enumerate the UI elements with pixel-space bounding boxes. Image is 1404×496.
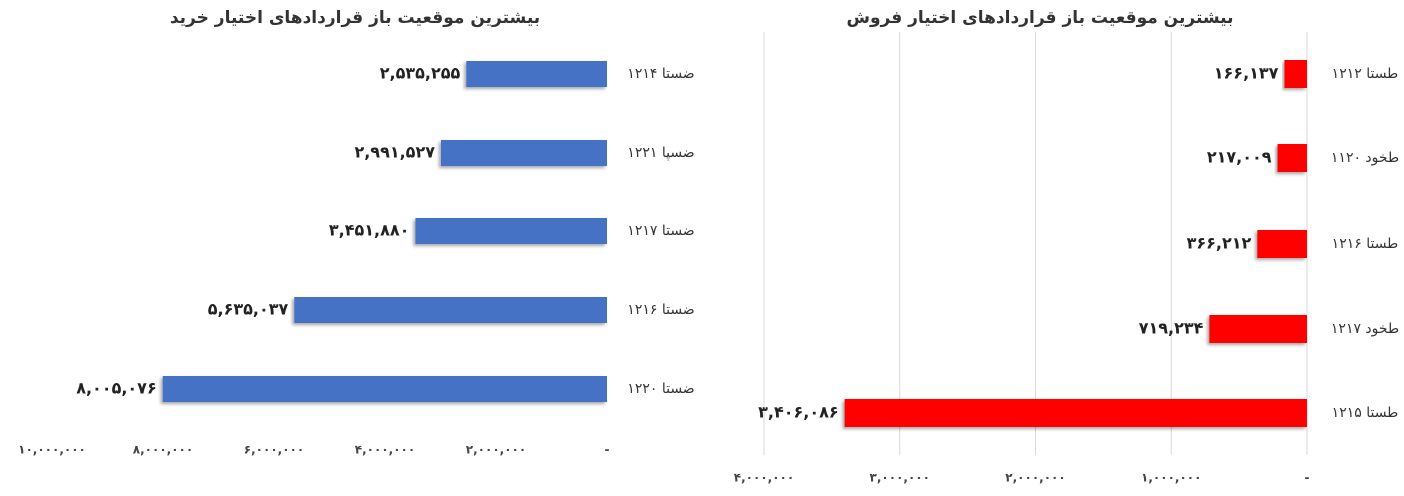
category-label: ضسپا ۱۲۲۱ xyxy=(627,145,694,161)
x-tick-label: ۴,۰۰۰,۰۰۰ xyxy=(734,471,794,485)
category-label: طستا ۱۲۱۵ xyxy=(1332,405,1399,421)
bar xyxy=(294,297,607,323)
bar xyxy=(415,218,607,244)
value-label: ۷۱۹,۲۳۴ xyxy=(1139,319,1204,338)
value-label: ۸,۰۰۵,۰۷۶ xyxy=(76,379,157,398)
x-tick-label: ۱,۰۰۰,۰۰۰ xyxy=(1141,471,1201,485)
category-label: ضستا ۱۲۲۰ xyxy=(627,381,694,397)
x-tick-label: ۲,۰۰۰,۰۰۰ xyxy=(466,443,526,457)
bar xyxy=(162,376,608,402)
bar xyxy=(1209,315,1307,343)
x-tick-label: ۶,۰۰۰,۰۰۰ xyxy=(244,443,304,457)
x-tick-label: ۴,۰۰۰,۰۰۰ xyxy=(355,443,415,457)
bar xyxy=(844,399,1307,427)
bar xyxy=(1284,60,1307,88)
value-label: ۱۶۶,۱۳۷ xyxy=(1214,64,1279,83)
value-label: ۵,۶۳۵,۰۳۷ xyxy=(208,300,289,319)
value-label: ۳,۴۵۱,۸۸۰ xyxy=(329,221,410,240)
bar xyxy=(1257,230,1307,258)
category-label: طخود ۱۲۱۷ xyxy=(1331,321,1399,337)
x-tick-label: ۱۰,۰۰۰,۰۰۰ xyxy=(18,443,86,457)
value-label: ۳۶۶,۲۱۲ xyxy=(1187,234,1252,253)
bar xyxy=(440,140,607,166)
x-tick-label: ۳,۰۰۰,۰۰۰ xyxy=(870,471,930,485)
x-tick-label: - xyxy=(605,443,610,457)
bar xyxy=(1277,144,1307,172)
category-label: ضستا ۱۲۱۴ xyxy=(627,66,694,82)
bar xyxy=(466,61,607,87)
category-label: طخود ۱۱۲۰ xyxy=(1331,150,1399,166)
x-tick-label: ۲,۰۰۰,۰۰۰ xyxy=(1005,471,1065,485)
category-label: ضستا ۱۲۱۷ xyxy=(627,223,694,239)
chart-title: بیشترین موقعیت باز قراردادهای اختیار خری… xyxy=(170,8,540,28)
x-tick-label: - xyxy=(1305,471,1310,485)
category-label: طستا ۱۲۱۶ xyxy=(1332,236,1399,252)
x-tick-label: ۸,۰۰۰,۰۰۰ xyxy=(133,443,193,457)
value-label: ۳,۴۰۶,۰۸۶ xyxy=(758,403,839,422)
value-label: ۲۱۷,۰۰۹ xyxy=(1207,148,1272,167)
category-label: طستا ۱۲۱۲ xyxy=(1332,66,1399,82)
value-label: ۲,۹۹۱,۵۲۷ xyxy=(354,143,435,162)
category-label: ضستا ۱۲۱۶ xyxy=(627,302,694,318)
value-label: ۲,۵۳۵,۲۵۵ xyxy=(380,64,461,83)
chart-title: بیشترین موقعیت باز قراردادهای اختیار فرو… xyxy=(846,8,1233,28)
